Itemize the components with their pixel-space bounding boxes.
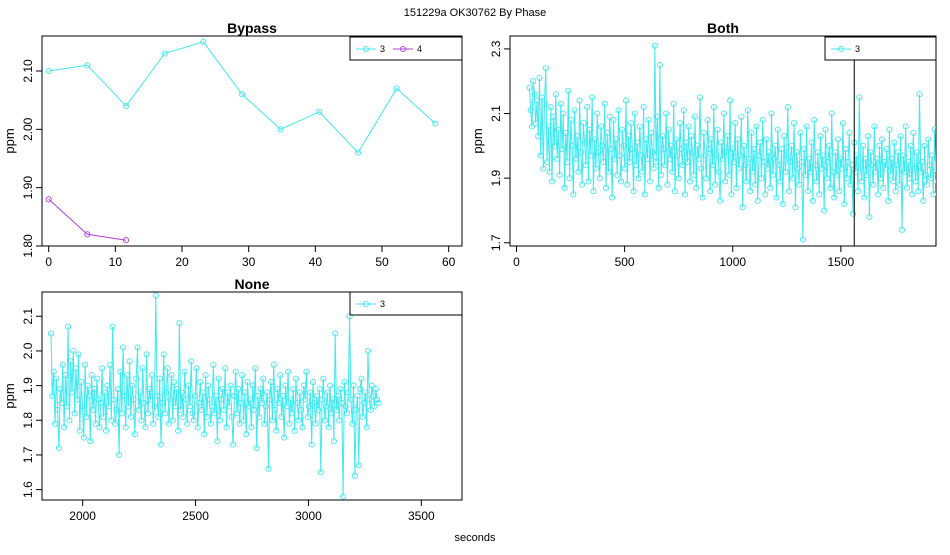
xtick-label-bypass: 30	[242, 255, 256, 269]
xtick-label-none: 2000	[69, 509, 96, 523]
xtick-label-none: 2500	[182, 509, 209, 523]
ytick-label-none: 2.1	[21, 308, 35, 325]
xtick-label-none: 3000	[295, 509, 322, 523]
xtick-label-bypass: 20	[175, 255, 189, 269]
xtick-label-both: 1500	[828, 255, 855, 269]
data-point-bypass-4	[46, 197, 51, 202]
data-point-both-3	[945, 189, 950, 194]
figure-xlabel: seconds	[455, 532, 496, 544]
legend-label-bypass-3: 3	[380, 44, 385, 54]
chart-title-none: None	[235, 276, 270, 292]
data-point-both-3	[943, 150, 948, 155]
ytick-label-both: 2.1	[489, 105, 503, 122]
plot-frame-bypass	[42, 36, 462, 246]
ytick-label-none: 1.7	[21, 446, 35, 463]
series-line-none-3	[51, 296, 379, 497]
chart-title-both: Both	[707, 20, 739, 36]
xtick-label-bypass: 0	[45, 255, 52, 269]
ytick-label-none: 2.0	[21, 342, 35, 359]
ylabel-bypass: ppm	[2, 128, 17, 153]
ytick-label-none: 1.8	[21, 412, 35, 429]
plot-area-bypass	[46, 39, 438, 243]
ytick-label-both: 2.3	[489, 40, 503, 57]
legend-label-bypass-4: 4	[417, 44, 422, 54]
xtick-label-both: 0	[513, 255, 520, 269]
data-point-both-3	[940, 163, 945, 168]
ytick-label-none: 1.9	[21, 377, 35, 394]
data-point-both-3	[946, 143, 950, 148]
data-point-both-3	[938, 185, 943, 190]
chart-none: None ppm 2000 2500 3000 3500 1.6 1.7 1.8 1.9 2.0 2.…	[2, 276, 462, 523]
ytick-label-bypass: 2.00	[21, 117, 35, 141]
xtick-label-bypass: 10	[109, 255, 123, 269]
ylabel-none: ppm	[2, 383, 17, 408]
xtick-label-both: 1000	[719, 255, 746, 269]
legend-label-none-3: 3	[380, 299, 385, 309]
ytick-label-bypass: 1.90	[21, 176, 35, 200]
series-line-both-3	[530, 46, 950, 240]
xtick-label-both: 500	[615, 255, 635, 269]
xtick-label-bypass: 50	[375, 255, 389, 269]
plot-area-none	[48, 293, 381, 499]
ytick-label-bypass: 1.80	[21, 234, 35, 258]
xtick-label-none: 3500	[408, 509, 435, 523]
figure-title: 151229a OK30762 By Phase	[404, 7, 547, 19]
chart-title-bypass: Bypass	[227, 20, 277, 36]
ytick-label-both: 1.9	[489, 169, 503, 186]
ytick-label-bypass: 2.10	[21, 59, 35, 83]
series-line-bypass-4	[49, 199, 126, 240]
data-point-both-3	[942, 176, 947, 181]
xtick-label-bypass: 40	[309, 255, 323, 269]
data-point-both-3	[937, 140, 942, 145]
data-point-both-3	[941, 134, 946, 139]
ytick-label-both: 1.7	[489, 234, 503, 251]
ylabel-both: ppm	[470, 128, 485, 153]
ytick-label-none: 1.6	[21, 481, 35, 498]
legend-both: 3	[825, 37, 936, 60]
legend-label-both-3: 3	[855, 44, 860, 54]
legend-none: 3	[350, 292, 462, 315]
plot-area-both	[527, 43, 950, 242]
xtick-label-bypass: 60	[442, 255, 456, 269]
chart-both: Both ppm 0 500 1000 1500 1.7 1.9 2.1 2.3 3	[470, 20, 950, 269]
